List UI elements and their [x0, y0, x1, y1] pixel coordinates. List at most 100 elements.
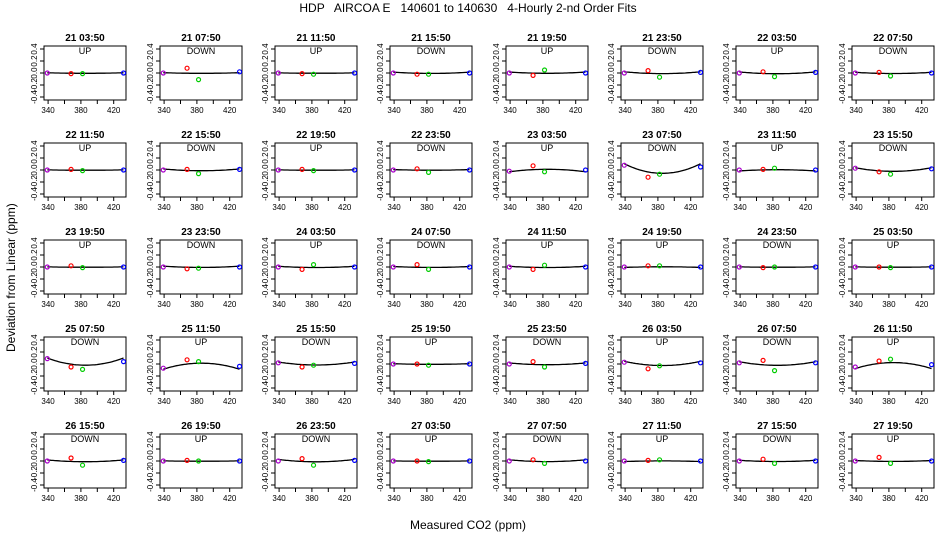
y-tick-label: -0.2 — [30, 369, 39, 383]
panel-time-label: 22 19:50 — [296, 130, 336, 141]
y-tick-label: -0.2 — [261, 466, 270, 480]
data-point — [390, 458, 396, 464]
y-tick-label: -0.2 — [607, 272, 616, 286]
y-tick-label: -0.2 — [261, 78, 270, 92]
y-tick-label: -0.2 — [30, 175, 39, 189]
y-tick-label: 0.2 — [492, 249, 501, 261]
y-tick-label: 0.2 — [838, 152, 847, 164]
panel: 22 11:50 UP -0.4-0.20.00.20.4 340 380 420 — [30, 130, 127, 212]
data-point — [184, 166, 190, 172]
panel-time-label: 23 19:50 — [65, 227, 105, 238]
x-tick-label: 340 — [272, 494, 286, 503]
panel-time-label: 21 11:50 — [297, 33, 336, 44]
panel-direction-label: DOWN — [71, 337, 100, 347]
panel: 26 19:50 UP -0.4-0.20.00.20.4 340 380 420 — [146, 421, 243, 503]
fit-curve — [47, 72, 124, 74]
x-tick-label: 420 — [107, 494, 121, 503]
y-tick-label: 0.0 — [607, 67, 616, 79]
y-tick-label: 0.0 — [146, 455, 155, 467]
x-tick-label: 380 — [766, 106, 780, 115]
panel-time-label: 26 11:50 — [874, 324, 913, 335]
data-point — [351, 457, 358, 463]
data-point — [697, 458, 704, 464]
panel-direction-label: DOWN — [533, 337, 562, 347]
x-tick-label: 420 — [915, 106, 929, 115]
y-tick-label: -0.2 — [838, 272, 847, 286]
y-tick-label: 0.0 — [838, 455, 847, 467]
panel-direction-label: UP — [79, 46, 92, 56]
y-tick-label: 0.0 — [492, 455, 501, 467]
y-tick-label: -0.2 — [30, 466, 39, 480]
x-tick-label: 340 — [387, 300, 401, 309]
y-tick-label: 0.4 — [838, 237, 847, 249]
y-tick-label: -0.2 — [838, 466, 847, 480]
x-tick-label: 420 — [453, 203, 467, 212]
panel-direction-label: DOWN — [763, 434, 792, 444]
y-tick-label: -0.4 — [492, 187, 501, 201]
y-tick-label: 0.0 — [722, 358, 731, 370]
y-tick-label: 0.4 — [492, 431, 501, 443]
y-tick-label: 0.0 — [30, 67, 39, 79]
x-tick-label: 340 — [618, 494, 632, 503]
x-tick-label: 380 — [74, 106, 88, 115]
y-tick-label: -0.4 — [146, 478, 155, 492]
x-tick-label: 340 — [157, 397, 171, 406]
y-tick-label: -0.4 — [376, 478, 385, 492]
data-point — [299, 266, 305, 272]
panel-direction-label: UP — [310, 46, 323, 56]
x-tick-label: 380 — [420, 397, 434, 406]
data-point — [79, 168, 86, 174]
y-tick-label: 0.2 — [261, 152, 270, 164]
data-point — [887, 171, 894, 177]
panel-time-label: 26 15:50 — [65, 421, 105, 432]
data-point — [621, 359, 627, 365]
x-tick-label: 380 — [882, 203, 896, 212]
y-tick-label: 0.2 — [722, 152, 731, 164]
y-tick-label: 0.4 — [146, 237, 155, 249]
panel: 23 15:50 DOWN -0.4-0.20.00.20.4 340 380 420 — [838, 130, 935, 212]
y-tick-label: 0.4 — [146, 140, 155, 152]
y-tick-label: -0.4 — [261, 381, 270, 395]
fit-curve — [47, 459, 124, 463]
x-tick-label: 380 — [536, 397, 550, 406]
x-tick-label: 420 — [338, 106, 352, 115]
y-tick-label: -0.4 — [607, 478, 616, 492]
y-tick-label: 0.4 — [30, 43, 39, 55]
chart-title: HDP AIRCOA E 140601 to 140630 4-Hourly 2… — [299, 1, 637, 15]
data-point — [466, 70, 473, 76]
data-point — [390, 361, 396, 367]
data-point — [184, 266, 190, 272]
fit-curve — [509, 168, 586, 173]
data-point — [812, 69, 819, 76]
x-tick-label: 380 — [305, 106, 319, 115]
x-tick-label: 380 — [74, 397, 88, 406]
data-point — [506, 70, 512, 76]
y-tick-label: -0.2 — [607, 175, 616, 189]
data-point — [852, 364, 858, 370]
x-tick-label: 380 — [882, 494, 896, 503]
fit-curve — [393, 168, 470, 171]
y-tick-label: 0.2 — [146, 249, 155, 261]
panel-time-label: 21 15:50 — [411, 33, 451, 44]
panel: 26 03:50 UP -0.4-0.20.00.20.4 340 380 420 — [607, 324, 704, 406]
panel-time-label: 23 03:50 — [527, 130, 567, 141]
data-point — [184, 357, 190, 363]
y-tick-label: -0.2 — [722, 466, 731, 480]
panel-time-label: 22 15:50 — [181, 130, 221, 141]
panel: 23 11:50 UP -0.4-0.20.00.20.4 340 380 420 — [722, 130, 819, 212]
x-tick-label: 340 — [733, 397, 747, 406]
y-tick-label: -0.4 — [607, 187, 616, 201]
data-point — [195, 458, 202, 464]
y-tick-label: -0.2 — [261, 369, 270, 383]
panel-direction-label: UP — [310, 143, 323, 153]
y-tick-label: 0.2 — [607, 249, 616, 261]
y-tick-label: -0.2 — [492, 369, 501, 383]
panel-direction-label: UP — [656, 240, 669, 250]
fit-curve — [624, 266, 701, 269]
panel: 27 19:50 UP -0.4-0.20.00.20.4 340 380 420 — [838, 421, 935, 503]
panel: 21 07:50 DOWN -0.4-0.20.00.20.4 340 380 420 — [146, 33, 243, 115]
data-point — [928, 166, 935, 172]
fit-curve — [624, 460, 701, 463]
x-tick-label: 380 — [536, 106, 550, 115]
